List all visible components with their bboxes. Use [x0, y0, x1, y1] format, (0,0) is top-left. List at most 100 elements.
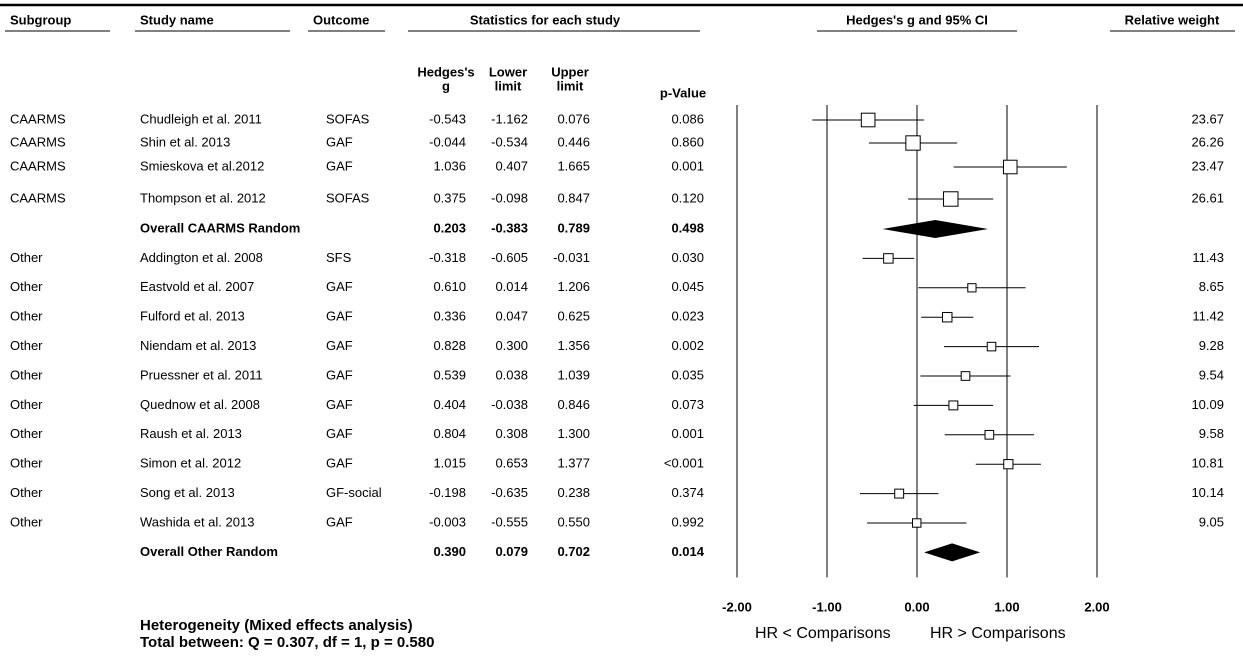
column-header: Hedges's g and 95% CI — [846, 12, 988, 27]
subgroup: Other — [10, 397, 43, 412]
upper-limit: 0.625 — [557, 309, 590, 324]
subgroup: Other — [10, 426, 43, 441]
lower-limit: -0.383 — [491, 220, 528, 235]
column-header: Subgroup — [10, 12, 71, 27]
x-tick-label: 0.00 — [904, 599, 929, 614]
upper-limit: 0.076 — [557, 111, 590, 126]
hedges-g: -0.318 — [429, 250, 466, 265]
study-name: Shin et al. 2013 — [140, 134, 230, 149]
hedges-g: 0.610 — [433, 279, 466, 294]
lower-limit: 0.038 — [495, 367, 528, 382]
subgroup: Other — [10, 485, 43, 500]
study-name: Quednow et al. 2008 — [140, 397, 260, 412]
outcome: GAF — [326, 367, 353, 382]
p-value: 0.992 — [671, 514, 704, 529]
x-tick-label: 2.00 — [1084, 599, 1109, 614]
outcome: GAF — [326, 456, 353, 471]
column-subheader: g — [442, 78, 450, 93]
lower-limit: 0.407 — [495, 158, 528, 173]
p-value: 0.498 — [671, 220, 704, 235]
study-name: Niendam et al. 2013 — [140, 338, 256, 353]
effect-box — [1002, 159, 1018, 175]
lower-limit: -0.605 — [491, 250, 528, 265]
hedges-g: -0.543 — [429, 111, 466, 126]
outcome: GAF — [326, 134, 353, 149]
outcome: GAF — [326, 514, 353, 529]
p-value: 0.002 — [671, 338, 704, 353]
subgroup: Other — [10, 456, 43, 471]
hedges-g: 0.539 — [433, 367, 466, 382]
subgroup: Other — [10, 514, 43, 529]
hedges-g: 1.015 — [433, 456, 466, 471]
subgroup: Other — [10, 338, 43, 353]
upper-limit: 1.665 — [557, 158, 590, 173]
hedges-g: 1.036 — [433, 158, 466, 173]
footnote: Total between: Q = 0.307, df = 1, p = 0.… — [140, 634, 434, 651]
column-subheader: p-Value — [660, 85, 706, 100]
column-subheader: limit — [495, 78, 522, 93]
relative-weight: 10.09 — [1191, 397, 1224, 412]
x-tick-label: -2.00 — [722, 599, 752, 614]
column-subheader: Lower — [489, 64, 527, 79]
lower-limit: 0.047 — [495, 309, 528, 324]
p-value: 0.120 — [671, 190, 704, 205]
upper-limit: 0.702 — [557, 544, 590, 559]
subgroup: Other — [10, 309, 43, 324]
p-value: 0.374 — [671, 485, 704, 500]
effect-box — [1003, 459, 1014, 470]
lower-limit: -1.162 — [491, 111, 528, 126]
p-value: 0.073 — [671, 397, 704, 412]
lower-limit: 0.308 — [495, 426, 528, 441]
study-name: Simon et al. 2012 — [140, 456, 241, 471]
p-value: 0.030 — [671, 250, 704, 265]
study-name: Chudleigh et al. 2011 — [140, 111, 262, 126]
relative-weight: 9.54 — [1199, 367, 1224, 382]
footnote: Heterogeneity (Mixed effects analysis) — [140, 617, 413, 634]
column-header: Outcome — [313, 12, 369, 27]
effect-box — [960, 371, 971, 381]
hedges-g: -0.198 — [429, 485, 466, 500]
lower-limit: 0.300 — [495, 338, 528, 353]
effect-box — [912, 518, 922, 528]
relative-weight: 23.67 — [1191, 111, 1224, 126]
relative-weight: 23.47 — [1191, 158, 1224, 173]
hedges-g: 0.804 — [433, 426, 466, 441]
lower-limit: 0.014 — [495, 279, 528, 294]
effect-box — [942, 311, 953, 323]
lower-limit: -0.635 — [491, 485, 528, 500]
study-name: Thompson et al. 2012 — [140, 190, 266, 205]
hedges-g: 0.336 — [433, 309, 466, 324]
x-tick-label: -1.00 — [812, 599, 842, 614]
column-subheader: Upper — [551, 64, 589, 79]
effect-box — [894, 488, 905, 499]
hedges-g: -0.044 — [429, 134, 466, 149]
subgroup: CAARMS — [10, 111, 66, 126]
lower-limit: 0.653 — [495, 456, 528, 471]
column-header: Statistics for each study — [470, 12, 621, 27]
effect-box — [860, 112, 876, 128]
relative-weight: 9.28 — [1199, 338, 1224, 353]
p-value: 0.035 — [671, 367, 704, 382]
p-value: 0.086 — [671, 111, 704, 126]
summary-diamond — [882, 220, 989, 238]
effect-box — [986, 341, 997, 352]
p-value: 0.045 — [671, 279, 704, 294]
upper-limit: -0.031 — [553, 250, 590, 265]
hedges-g: 0.404 — [433, 397, 466, 412]
hedges-g: 0.203 — [433, 220, 466, 235]
upper-limit: 0.238 — [557, 485, 590, 500]
relative-weight: 26.61 — [1191, 190, 1224, 205]
relative-weight: 9.58 — [1199, 426, 1224, 441]
study-name: Addington et al. 2008 — [140, 250, 263, 265]
study-name: Raush et al. 2013 — [140, 426, 242, 441]
effect-box — [943, 191, 959, 207]
hedges-g: 0.390 — [433, 544, 466, 559]
study-name: Song et al. 2013 — [140, 485, 235, 500]
outcome: GAF — [326, 279, 353, 294]
subgroup: CAARMS — [10, 190, 66, 205]
outcome: SOFAS — [326, 111, 370, 126]
relative-weight: 10.81 — [1191, 456, 1224, 471]
subgroup: CAARMS — [10, 134, 66, 149]
outcome: GAF — [326, 426, 353, 441]
